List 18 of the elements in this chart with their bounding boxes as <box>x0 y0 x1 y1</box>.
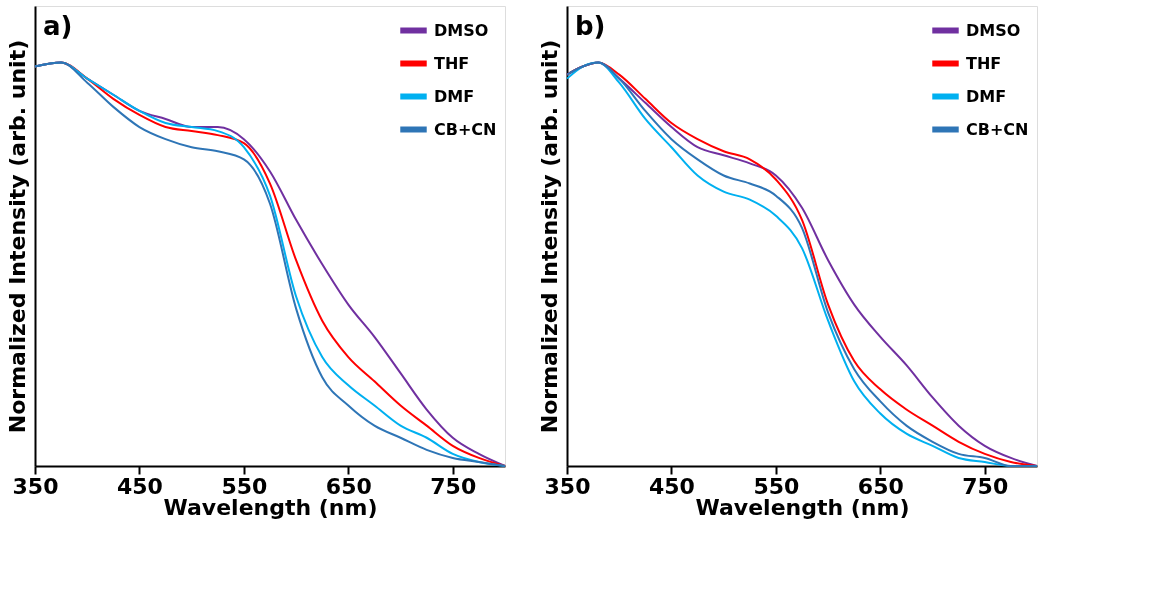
x-tick-label: 750 <box>962 473 1009 499</box>
legend-label: CB+CN <box>434 119 497 139</box>
legend-label: CB+CN <box>966 119 1029 139</box>
legend-label: DMF <box>966 86 1007 106</box>
legend-label: DMF <box>434 86 475 106</box>
x-tick-label: 450 <box>116 473 163 499</box>
y-axis-title: Normalized Intensity (arb. unit) <box>536 39 562 434</box>
chart-title: a) <box>43 11 73 41</box>
legend-label: DMSO <box>434 20 489 40</box>
chart-title: b) <box>575 11 606 41</box>
x-tick-label: 750 <box>430 473 477 499</box>
legend-label: DMSO <box>966 20 1021 40</box>
y-axis-title: Normalized Intensity (arb. unit) <box>4 39 30 434</box>
x-tick-label: 350 <box>12 473 59 499</box>
legend-label: THF <box>434 53 470 73</box>
legend-label: THF <box>966 53 1002 73</box>
x-tick-label: 450 <box>648 473 695 499</box>
x-tick-label: 350 <box>544 473 591 499</box>
